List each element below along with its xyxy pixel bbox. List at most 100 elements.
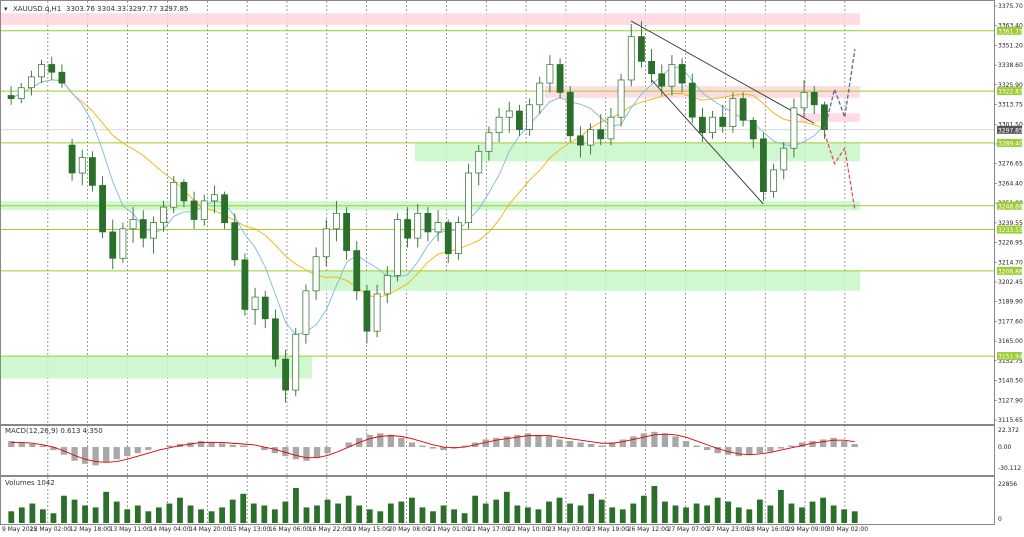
candle-bear xyxy=(688,82,696,118)
candle-bear xyxy=(99,185,106,233)
candle-bull xyxy=(455,222,462,254)
price-tick-label: 3165.00 xyxy=(998,338,1023,345)
price-tick-label: 3264.40 xyxy=(998,180,1023,187)
time-grid xyxy=(47,1,846,524)
dropdown-arrow-icon[interactable]: ▾ xyxy=(4,5,8,13)
candle-bull xyxy=(505,110,513,118)
candle-bull xyxy=(485,132,493,152)
candle-bull xyxy=(333,212,340,230)
candle-bull xyxy=(170,181,178,208)
candle-bear xyxy=(556,64,564,93)
resistance-zone xyxy=(545,86,860,98)
candle-bull xyxy=(292,333,300,391)
time-tick-label: 29 May 09:00 xyxy=(787,526,828,533)
volume-label: Volumes 1042 xyxy=(5,479,55,487)
price-tick-label: 3177.60 xyxy=(998,318,1023,325)
time-tick-label: 21 May 01:00 xyxy=(428,526,469,533)
support-zone xyxy=(415,142,860,162)
time-tick-label: 9 May 2025 xyxy=(2,526,37,533)
candle-bear xyxy=(648,61,655,75)
candle-bear xyxy=(190,200,198,220)
candle-bear xyxy=(241,259,249,310)
candle-bull xyxy=(800,92,808,109)
candle-bear xyxy=(516,110,523,130)
price-tick-label: 3226.95 xyxy=(998,240,1023,247)
volume-histogram xyxy=(8,486,858,523)
candle-bull xyxy=(709,116,716,134)
candle-bull xyxy=(119,228,127,259)
candle-bull xyxy=(627,36,635,81)
candle-bull xyxy=(495,116,503,134)
price-tick-label: 3338.60 xyxy=(998,62,1023,69)
candle-bull xyxy=(668,64,676,87)
price-tick-label: 3115.65 xyxy=(998,417,1023,424)
candle-bear xyxy=(597,129,605,140)
candle-bear xyxy=(638,36,645,62)
candle-bear xyxy=(678,64,686,84)
candle-bull xyxy=(28,76,35,89)
candle-bull xyxy=(434,222,442,233)
candle-bear xyxy=(272,318,279,360)
candle-bear xyxy=(444,222,452,254)
price-tick-label: 3276.65 xyxy=(998,161,1023,168)
candle-bear xyxy=(363,290,371,332)
time-tick-label: 21 May 17:00 xyxy=(468,526,509,533)
candle-bull xyxy=(465,172,472,223)
symbol-label: XAUUSD.q,H1 xyxy=(13,5,61,13)
candle-bear xyxy=(139,219,147,239)
candle-bull xyxy=(17,87,25,99)
price-tick-label: 3363.40 xyxy=(998,23,1023,30)
candle-bull xyxy=(312,256,320,292)
time-tick-label: 12 May 18:00 xyxy=(70,526,111,533)
price-level-tag-label: 3289.40 xyxy=(998,140,1023,147)
candle-bear xyxy=(353,250,361,292)
candle-bear xyxy=(68,144,76,174)
price-level-tag xyxy=(997,225,1022,234)
candle-bear xyxy=(48,64,56,73)
candle-bull xyxy=(160,206,167,223)
price-tick-label: 3351.20 xyxy=(998,42,1023,49)
candle-bull xyxy=(475,150,483,174)
candle-bear xyxy=(221,194,228,223)
macd-signal-line xyxy=(11,433,855,463)
candlesticks xyxy=(7,21,828,403)
volume-max-label: 22856 xyxy=(998,481,1017,488)
candle-bear xyxy=(424,212,432,233)
candle-bear xyxy=(577,135,584,146)
candle-bull xyxy=(729,98,737,127)
price-level-tag-label: 3151.94 xyxy=(998,354,1023,361)
price-level-tag xyxy=(997,87,1022,96)
candle-bear xyxy=(699,116,706,134)
candle-bull xyxy=(780,147,788,171)
time-tick-label: 19 May 15:00 xyxy=(349,526,390,533)
candle-bull xyxy=(251,296,259,310)
time-tick-label: 27 May 07:00 xyxy=(668,526,709,533)
candle-bull xyxy=(587,129,594,146)
macd-tick-label: -30.112 xyxy=(998,465,1021,472)
indicator-axes: 22.372 0.00 -30.112 22856 0 xyxy=(998,427,1021,523)
price-level-tag-label: 3248.88 xyxy=(998,203,1023,210)
price-tick-label: 3189.90 xyxy=(998,299,1023,306)
candle-bull xyxy=(394,219,401,276)
candle-bear xyxy=(739,98,747,121)
macd-label: MACD(12,26,9) 0.613 4.350 xyxy=(5,427,103,435)
ohlc-readout: 3303.76 3304.33 3297.77 3297.85 xyxy=(66,5,188,13)
candle-bear xyxy=(58,71,66,84)
time-tick-label: 15 May 13:00 xyxy=(229,526,270,533)
current-price-tag xyxy=(997,125,1022,134)
volume-panel-frame xyxy=(0,476,995,525)
resistance-zone xyxy=(0,13,860,25)
price-tick-label: 3239.55 xyxy=(998,220,1023,227)
trendline-channel-lower xyxy=(651,79,764,205)
price-tick-label: 3202.45 xyxy=(998,279,1023,286)
price-level-tag-label: 3322.83 xyxy=(998,89,1023,96)
price-level-tag-label: 3206.88 xyxy=(998,268,1023,275)
trendlines xyxy=(631,20,815,205)
price-level-tag xyxy=(997,138,1022,147)
time-tick-label: 23 May 03:00 xyxy=(548,526,589,533)
price-levels xyxy=(0,30,994,357)
candle-bear xyxy=(109,231,117,259)
